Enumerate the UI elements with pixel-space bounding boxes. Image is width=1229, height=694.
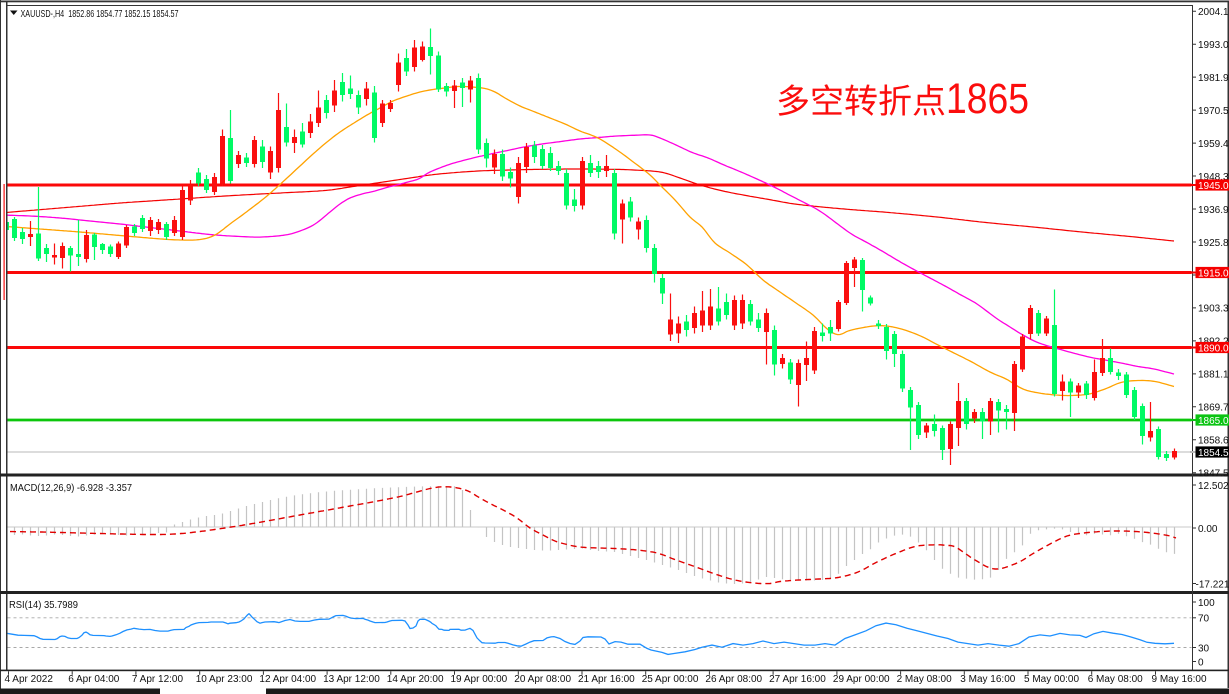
svg-text:1903.30: 1903.30 xyxy=(1198,304,1229,315)
svg-text:4 Apr 2022: 4 Apr 2022 xyxy=(5,674,54,685)
svg-text:100: 100 xyxy=(1198,598,1215,609)
svg-text:10 Apr 23:00: 10 Apr 23:00 xyxy=(196,674,253,685)
svg-text:19 Apr 00:00: 19 Apr 00:00 xyxy=(451,674,508,685)
svg-text:XAUUSD-,H4 1852.86 1854.77 18: XAUUSD-,H4 1852.86 1854.77 1852.15 1854.… xyxy=(21,8,179,20)
svg-text:1925.80: 1925.80 xyxy=(1198,238,1229,249)
svg-text:70: 70 xyxy=(1198,614,1210,625)
svg-text:1890.00: 1890.00 xyxy=(1198,343,1229,354)
svg-text:27 Apr 16:00: 27 Apr 16:00 xyxy=(769,674,826,685)
svg-text:0: 0 xyxy=(1198,657,1204,668)
svg-text:1936.90: 1936.90 xyxy=(1198,205,1229,216)
svg-text:0.00: 0.00 xyxy=(1198,524,1218,535)
svg-text:1981.90: 1981.90 xyxy=(1198,73,1229,84)
svg-text:9 May 16:00: 9 May 16:00 xyxy=(1152,674,1207,685)
svg-text:1881.10: 1881.10 xyxy=(1198,370,1229,381)
svg-text:25 Apr 00:00: 25 Apr 00:00 xyxy=(642,674,699,685)
svg-text:1948.30: 1948.30 xyxy=(1198,172,1229,183)
svg-text:1865: 1865 xyxy=(946,76,1029,123)
svg-text:12 Apr 04:00: 12 Apr 04:00 xyxy=(259,674,316,685)
svg-text:5 May 00:00: 5 May 00:00 xyxy=(1024,674,1079,685)
svg-text:1993.00: 1993.00 xyxy=(1198,40,1229,51)
svg-text:6 Apr 04:00: 6 Apr 04:00 xyxy=(68,674,120,685)
svg-text:1847.50: 1847.50 xyxy=(1198,469,1229,480)
svg-text:1869.70: 1869.70 xyxy=(1198,403,1229,414)
svg-text:29 Apr 00:00: 29 Apr 00:00 xyxy=(833,674,890,685)
svg-text:20 Apr 08:00: 20 Apr 08:00 xyxy=(514,674,571,685)
svg-text:1858.60: 1858.60 xyxy=(1198,436,1229,447)
svg-text:1959.40: 1959.40 xyxy=(1198,139,1229,150)
svg-text:2 May 08:00: 2 May 08:00 xyxy=(897,674,952,685)
svg-text:1945.00: 1945.00 xyxy=(1198,181,1229,192)
svg-text:1915.00: 1915.00 xyxy=(1198,268,1229,279)
svg-text:2004.10: 2004.10 xyxy=(1198,7,1229,18)
svg-text:1865.00: 1865.00 xyxy=(1198,416,1229,427)
svg-text:21 Apr 16:00: 21 Apr 16:00 xyxy=(578,674,635,685)
svg-text:30: 30 xyxy=(1198,643,1210,654)
svg-text:1970.50: 1970.50 xyxy=(1198,106,1229,117)
svg-text:RSI(14) 35.7989: RSI(14) 35.7989 xyxy=(9,599,78,611)
svg-text:12.502: 12.502 xyxy=(1198,481,1229,492)
svg-text:3 May 16:00: 3 May 16:00 xyxy=(960,674,1015,685)
svg-text:14 Apr 20:00: 14 Apr 20:00 xyxy=(387,674,444,685)
svg-text:1854.57: 1854.57 xyxy=(1198,448,1229,459)
svg-text:13 Apr 12:00: 13 Apr 12:00 xyxy=(323,674,380,685)
svg-text:MACD(12,26,9) -6.928 -3.357: MACD(12,26,9) -6.928 -3.357 xyxy=(10,482,132,494)
svg-text:6 May 08:00: 6 May 08:00 xyxy=(1088,674,1143,685)
svg-text:26 Apr 08:00: 26 Apr 08:00 xyxy=(705,674,762,685)
svg-text:7 Apr 12:00: 7 Apr 12:00 xyxy=(132,674,184,685)
svg-text:-17.221: -17.221 xyxy=(1196,579,1229,590)
